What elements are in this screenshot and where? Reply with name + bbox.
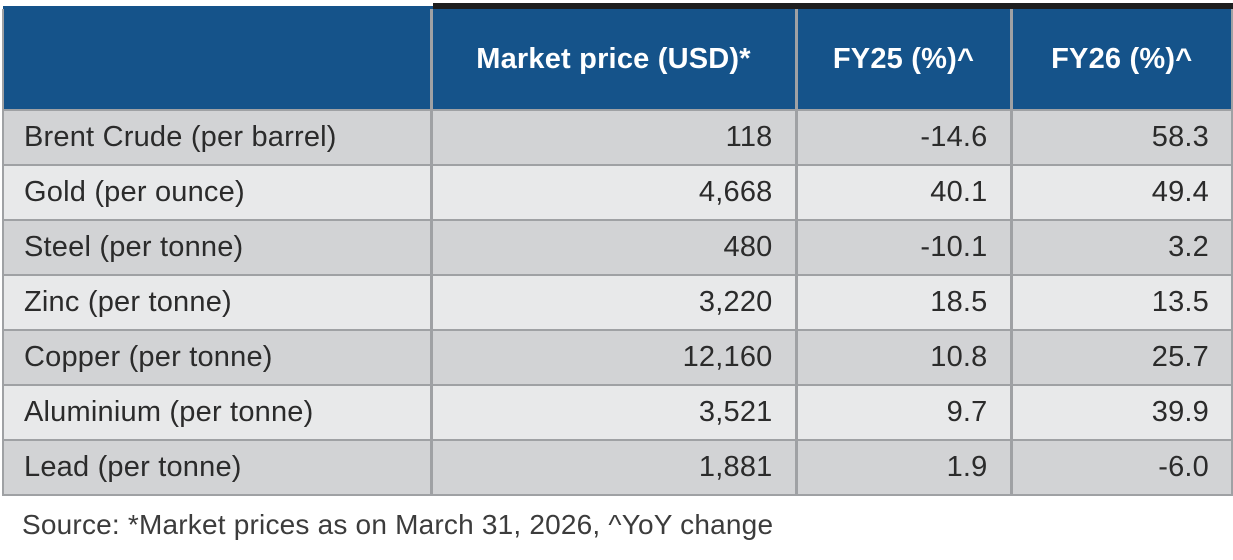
market-price-cell: 12,160 bbox=[429, 329, 796, 385]
fy26-cell: 25.7 bbox=[1009, 329, 1232, 385]
fy25-cell: -10.1 bbox=[794, 219, 1011, 275]
commodity-label-cell: Lead (per tonne) bbox=[3, 439, 431, 495]
fy25-cell: 18.5 bbox=[794, 274, 1011, 330]
table-row: Gold (per ounce) 4,668 40.1 49.4 bbox=[3, 164, 1232, 220]
header-cell-market-price: Market price (USD)* bbox=[429, 3, 796, 110]
market-price-cell: 3,220 bbox=[429, 274, 796, 330]
commodity-label-cell: Gold (per ounce) bbox=[3, 164, 431, 220]
commodity-label-cell: Copper (per tonne) bbox=[3, 329, 431, 385]
table-row: Aluminium (per tonne) 3,521 9.7 39.9 bbox=[3, 384, 1232, 440]
fy26-cell: 39.9 bbox=[1009, 384, 1232, 440]
table-header: Market price (USD)* FY25 (%)^ FY26 (%)^ bbox=[3, 3, 1232, 110]
market-price-cell: 118 bbox=[429, 109, 796, 165]
table-row: Brent Crude (per barrel) 118 -14.6 58.3 bbox=[3, 109, 1232, 165]
commodity-price-table: Market price (USD)* FY25 (%)^ FY26 (%)^ … bbox=[2, 3, 1233, 496]
fy25-cell: 10.8 bbox=[794, 329, 1011, 385]
table-body: Brent Crude (per barrel) 118 -14.6 58.3 … bbox=[3, 109, 1232, 495]
fy26-cell: 58.3 bbox=[1009, 109, 1232, 165]
fy25-cell: -14.6 bbox=[794, 109, 1011, 165]
header-row: Market price (USD)* FY25 (%)^ FY26 (%)^ bbox=[3, 3, 1232, 110]
fy26-cell: 3.2 bbox=[1009, 219, 1232, 275]
fy26-cell: 13.5 bbox=[1009, 274, 1232, 330]
table-row: Lead (per tonne) 1,881 1.9 -6.0 bbox=[3, 439, 1232, 495]
commodity-label-cell: Aluminium (per tonne) bbox=[3, 384, 431, 440]
table-row: Zinc (per tonne) 3,220 18.5 13.5 bbox=[3, 274, 1232, 330]
fy26-cell: -6.0 bbox=[1009, 439, 1232, 495]
fy25-cell: 40.1 bbox=[794, 164, 1011, 220]
header-cell-fy26: FY26 (%)^ bbox=[1009, 3, 1232, 110]
commodity-label-cell: Steel (per tonne) bbox=[3, 219, 431, 275]
header-cell-fy25: FY25 (%)^ bbox=[794, 3, 1011, 110]
commodity-label-cell: Brent Crude (per barrel) bbox=[3, 109, 431, 165]
market-price-cell: 480 bbox=[429, 219, 796, 275]
table-row: Steel (per tonne) 480 -10.1 3.2 bbox=[3, 219, 1232, 275]
fy25-cell: 9.7 bbox=[794, 384, 1011, 440]
commodity-label-cell: Zinc (per tonne) bbox=[3, 274, 431, 330]
market-price-cell: 1,881 bbox=[429, 439, 796, 495]
market-price-cell: 4,668 bbox=[429, 164, 796, 220]
fy25-cell: 1.9 bbox=[794, 439, 1011, 495]
fy26-cell: 49.4 bbox=[1009, 164, 1232, 220]
table-row: Copper (per tonne) 12,160 10.8 25.7 bbox=[3, 329, 1232, 385]
source-footnote: Source: *Market prices as on March 31, 2… bbox=[22, 509, 774, 540]
header-cell-commodity bbox=[3, 6, 431, 110]
market-price-cell: 3,521 bbox=[429, 384, 796, 440]
